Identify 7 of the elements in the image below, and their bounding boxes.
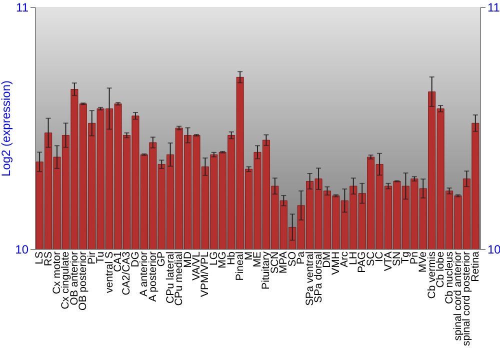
x-tick-label: DG	[129, 252, 142, 268]
y2-tick-label: 11	[488, 0, 500, 14]
y-axis-title: Log2 (expression)	[0, 80, 14, 177]
y2-tick-label: 10	[488, 242, 500, 256]
x-tick-label: A posterior	[146, 251, 159, 302]
x-tick-label: OB posterior	[77, 251, 90, 310]
x-tick-label: RS	[42, 252, 54, 266]
